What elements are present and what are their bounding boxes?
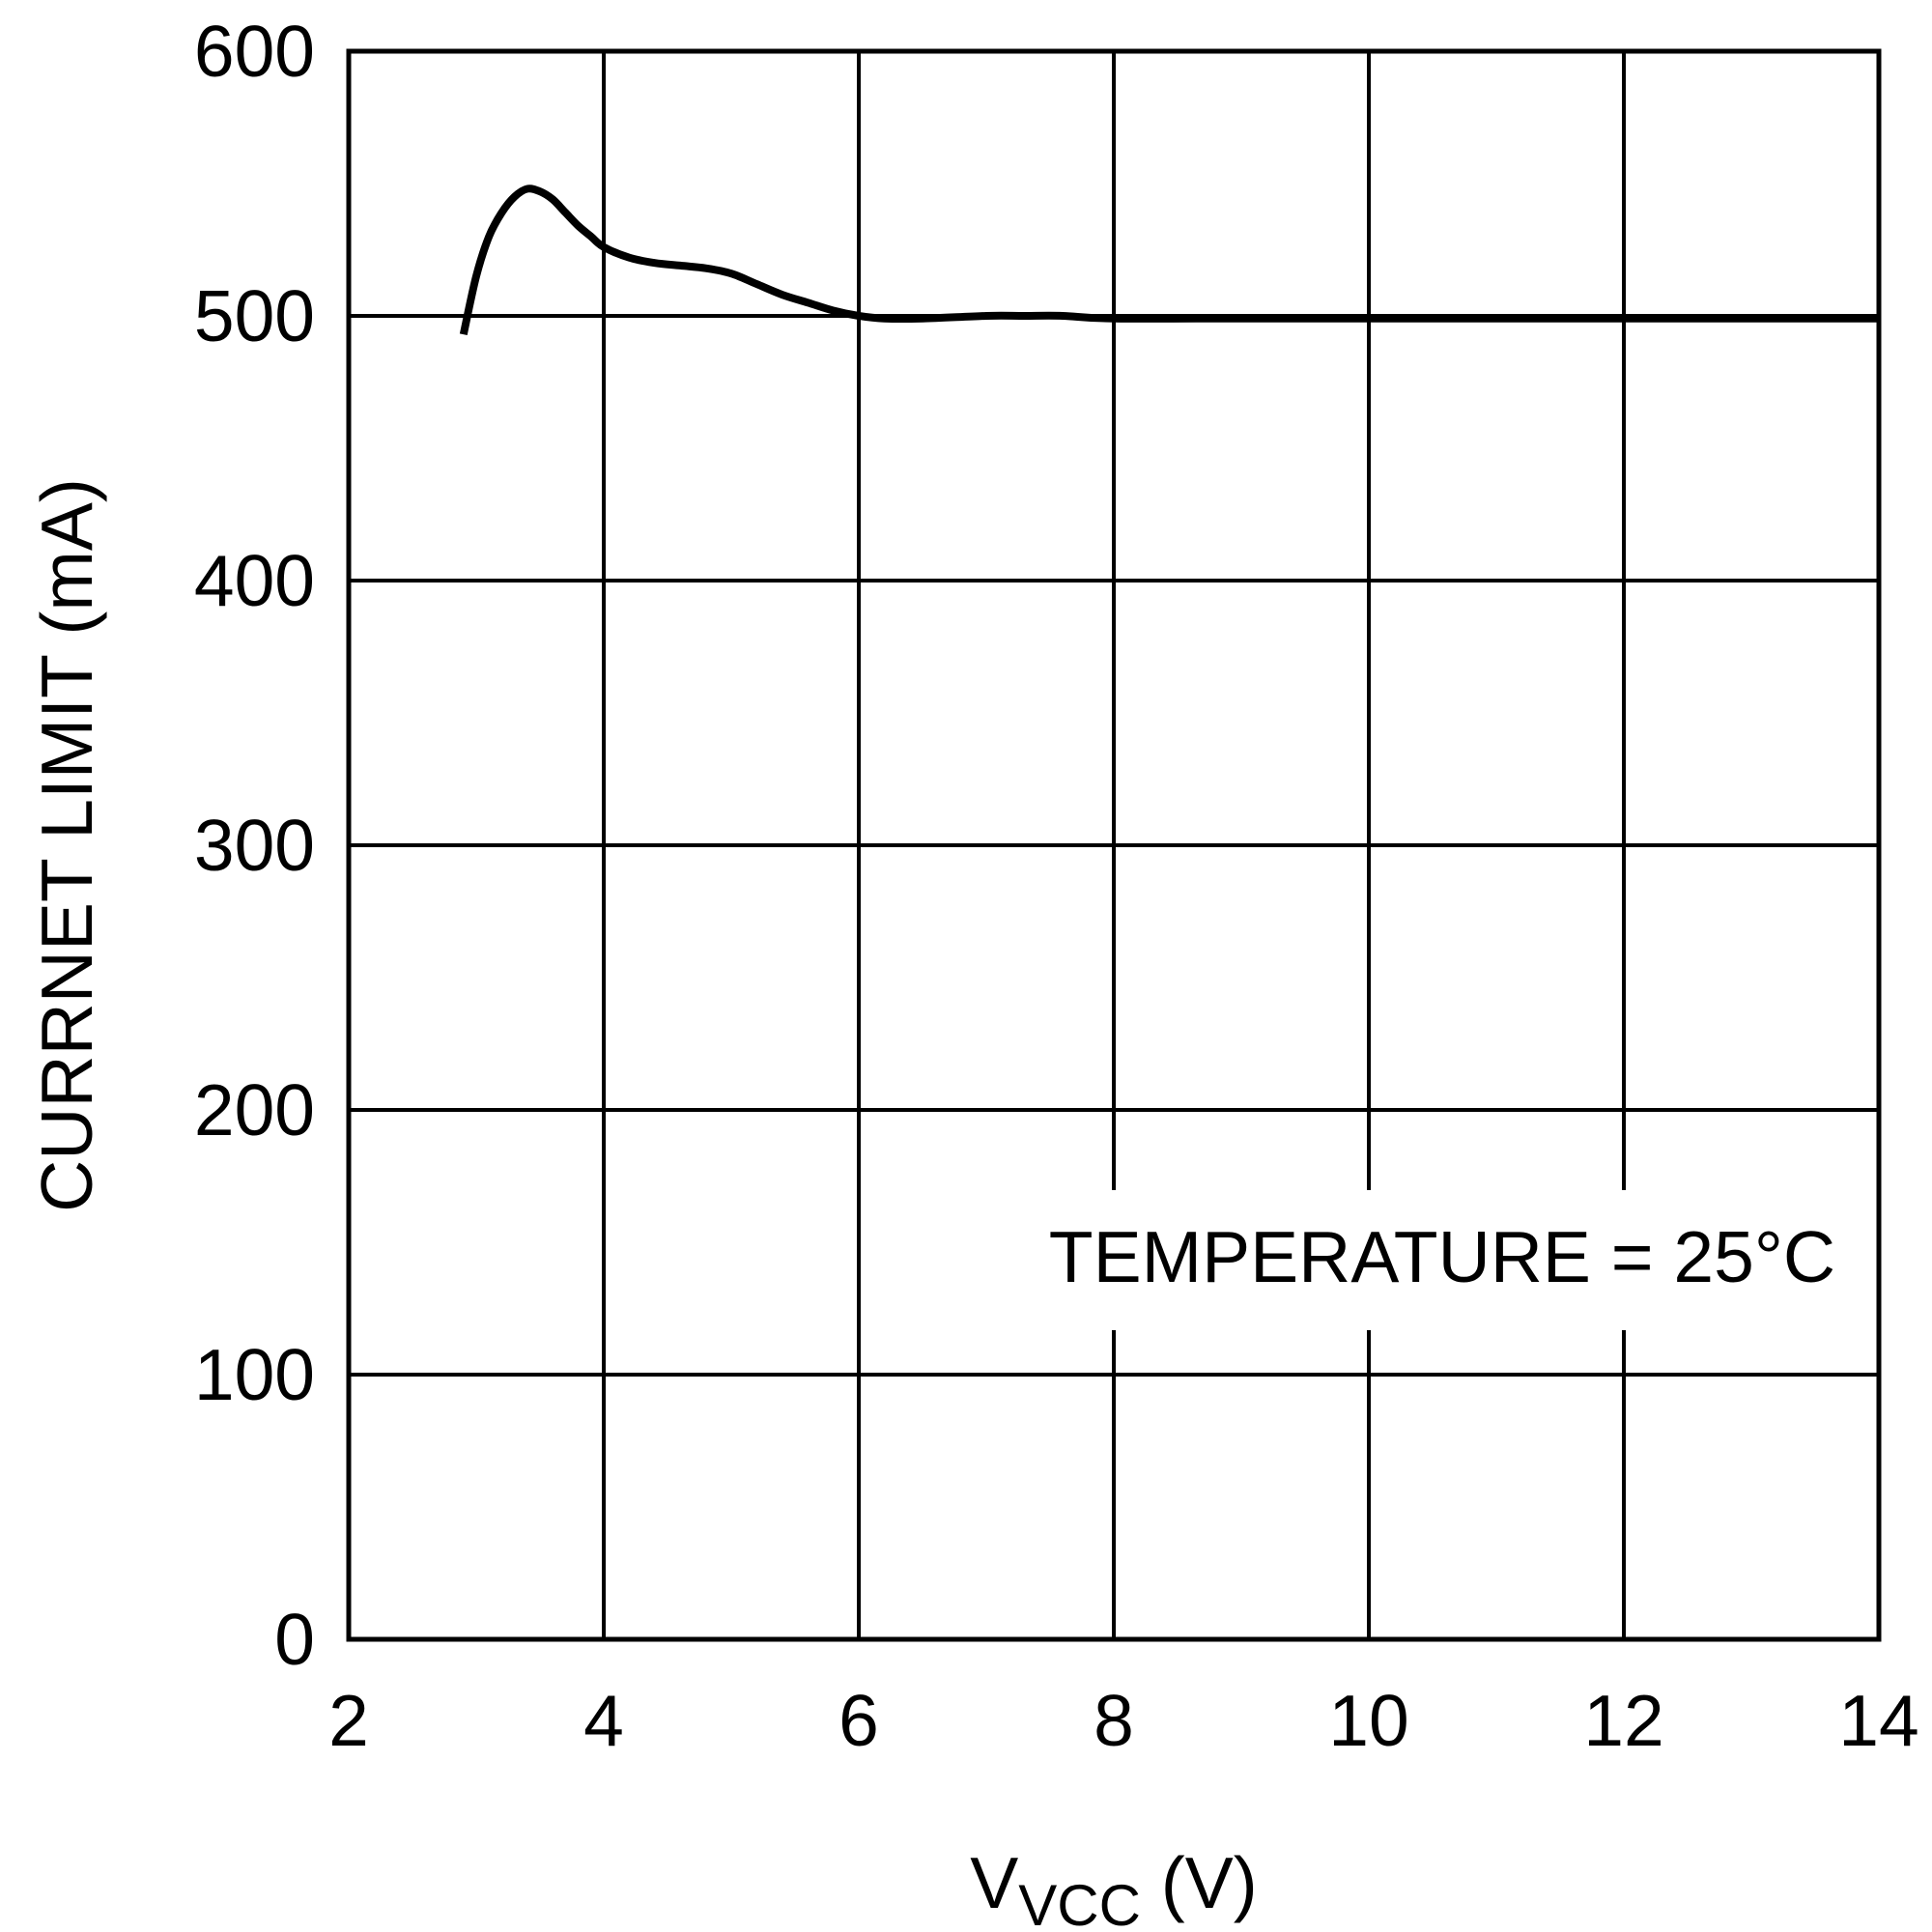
temperature-annotation: TEMPERATURE = 25°C <box>1049 1216 1835 1297</box>
y-tick-labels: 0 100 200 300 400 500 600 <box>194 11 315 1680</box>
x-tick-label: 4 <box>583 1680 624 1761</box>
x-tick-label: 8 <box>1094 1680 1134 1761</box>
x-tick-labels: 2 4 6 8 10 12 14 <box>328 1680 1919 1761</box>
y-tick-label: 100 <box>194 1334 315 1415</box>
x-tick-label: 2 <box>328 1680 369 1761</box>
x-tick-label: 14 <box>1838 1680 1918 1761</box>
x-tick-label: 12 <box>1583 1680 1663 1761</box>
x-axis-label: VVCC (V) <box>970 1842 1258 1932</box>
x-axis-label-unit: (V) <box>1141 1842 1258 1923</box>
y-tick-label: 600 <box>194 11 315 92</box>
y-tick-label: 0 <box>274 1599 315 1680</box>
x-tick-label: 6 <box>838 1680 879 1761</box>
y-tick-label: 300 <box>194 805 315 886</box>
plot-frame <box>346 48 1882 1642</box>
y-tick-label: 200 <box>194 1069 315 1151</box>
y-tick-label: 400 <box>194 540 315 621</box>
y-axis-label: CURRNET LIMIT (mA) <box>26 478 107 1212</box>
y-tick-label: 500 <box>194 275 315 356</box>
x-tick-label: 10 <box>1328 1680 1408 1761</box>
x-axis-label-main: V <box>970 1842 1018 1923</box>
series-line <box>459 185 1879 336</box>
annotation-background <box>1019 1190 1855 1330</box>
x-axis-label-subscript: VCC <box>1018 1873 1141 1932</box>
